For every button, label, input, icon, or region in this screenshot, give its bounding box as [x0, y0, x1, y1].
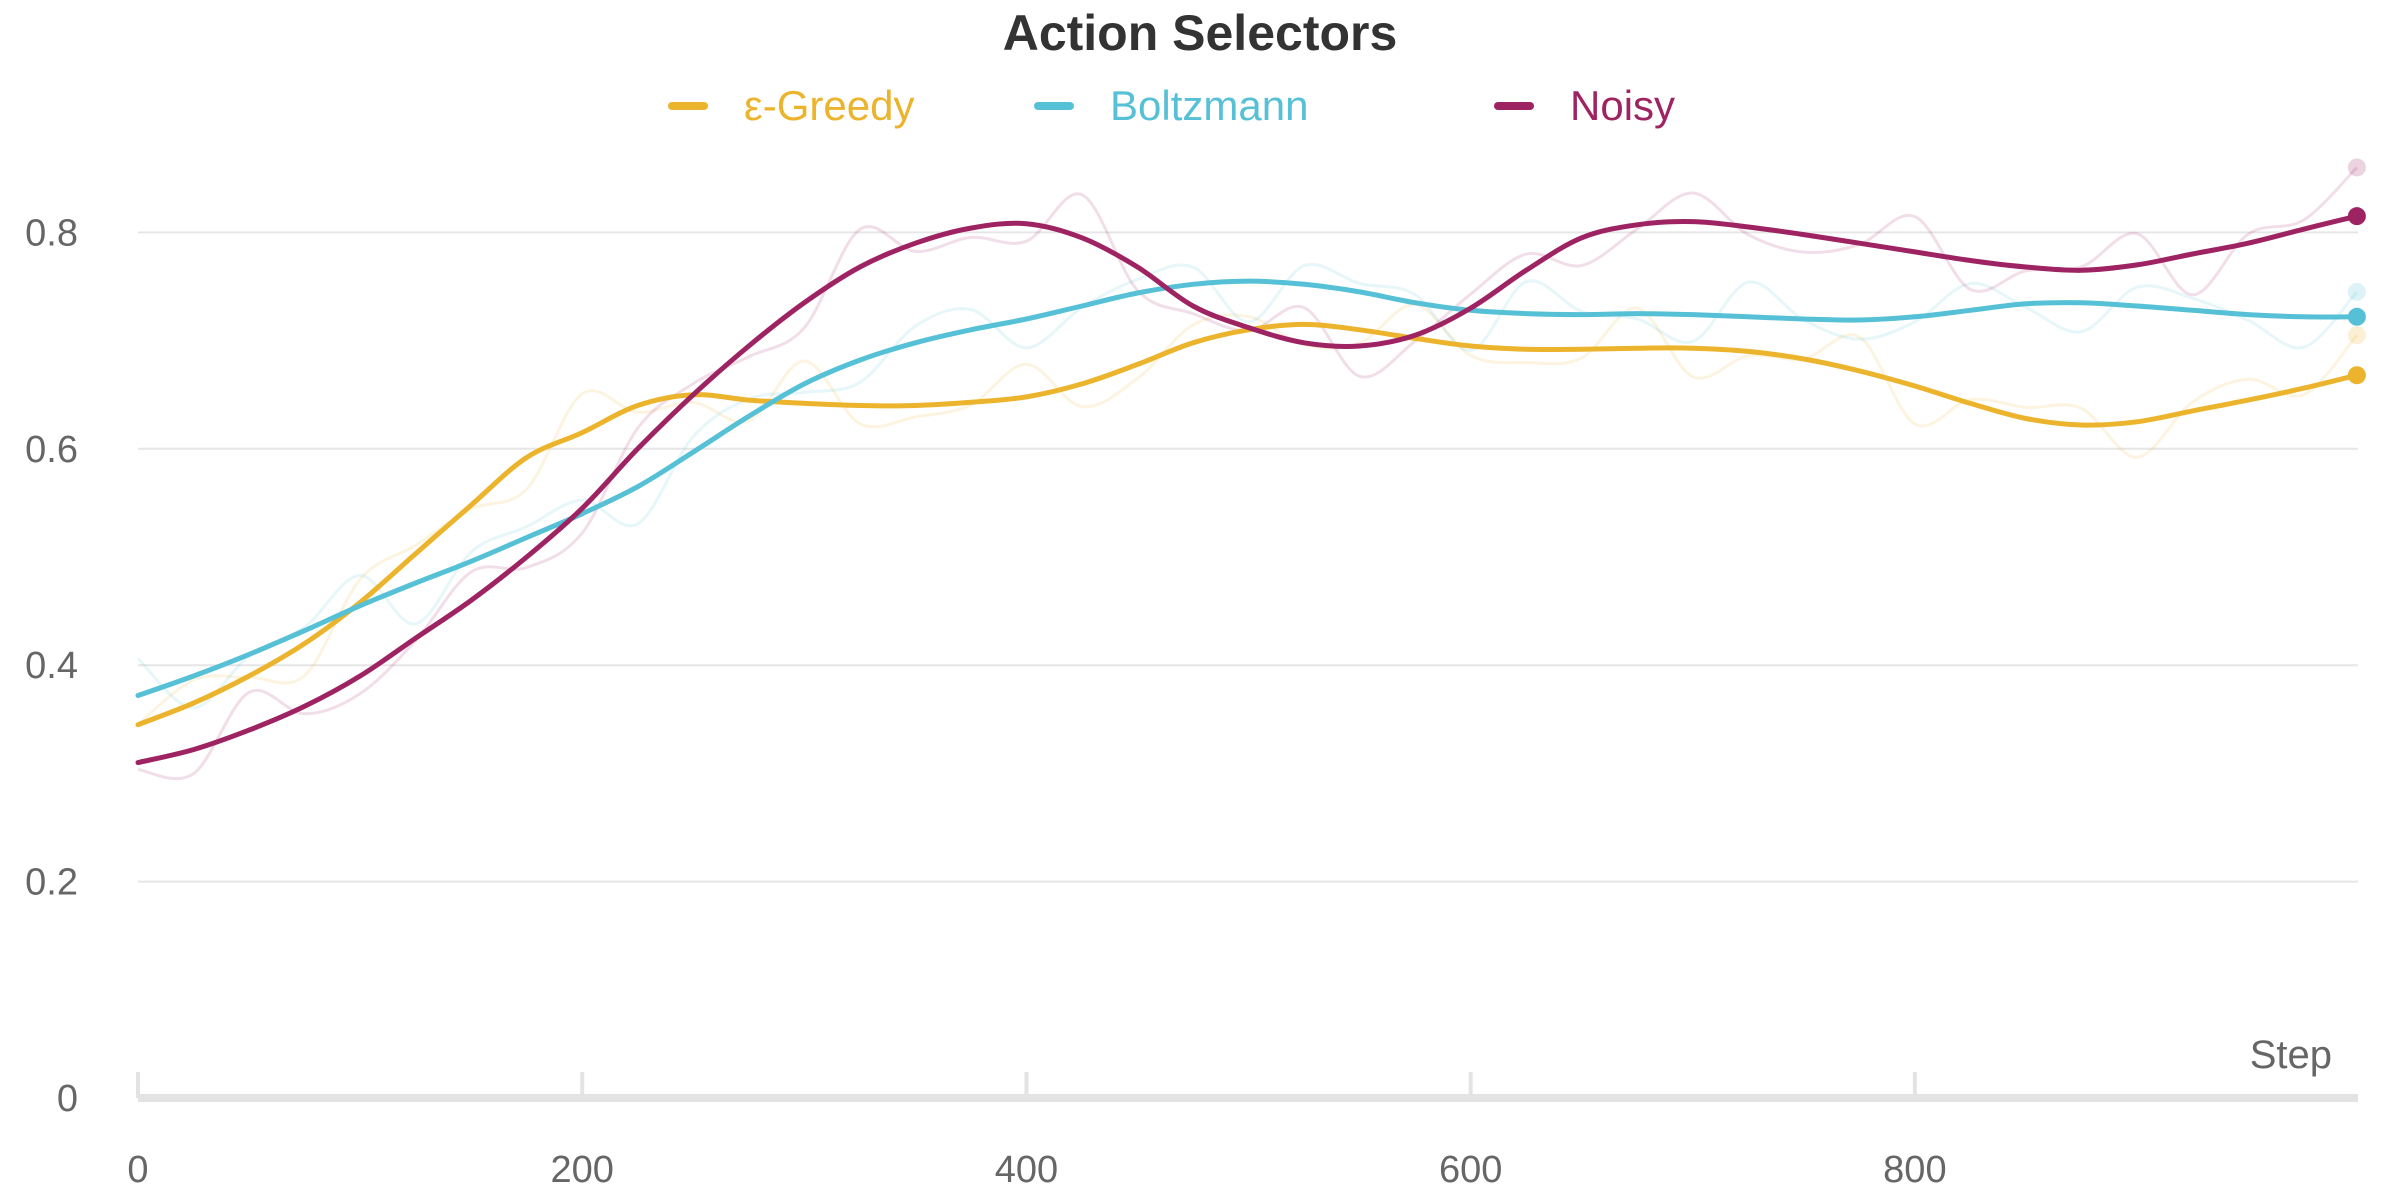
legend-label-epsilon-greedy: ε-Greedy	[744, 82, 915, 129]
legend-item-epsilon-greedy[interactable]: ε-Greedy	[668, 78, 914, 134]
legend-item-noisy[interactable]: Noisy	[1494, 78, 1675, 134]
raw-line-epsilon-greedy	[137, 303, 2359, 726]
end-marker-noisy	[2347, 207, 2366, 226]
x-tick-label-400: 400	[995, 1149, 1058, 1191]
legend-swatch-epsilon-greedy	[668, 102, 708, 110]
legend-swatch-boltzmann	[1034, 102, 1074, 110]
raw-series-lines	[136, 166, 2359, 780]
y-tick-label-0.8: 0.8	[25, 212, 78, 254]
series-lines	[135, 213, 2360, 766]
raw-end-marker-epsilon-greedy	[2347, 326, 2366, 345]
gridlines	[138, 231, 2358, 883]
x-axis-title: Step	[2250, 1033, 2332, 1077]
legend-label-boltzmann: Boltzmann	[1110, 82, 1309, 129]
x-tick-label-600: 600	[1439, 1149, 1502, 1191]
raw-end-marker-noisy	[2347, 158, 2366, 177]
x-axis	[136, 1072, 2358, 1102]
raw-line-noisy	[137, 166, 2358, 780]
chart-title: Action Selectors	[1002, 5, 1398, 61]
raw-end-marker-boltzmann	[2347, 282, 2366, 301]
y-tick-label-0.6: 0.6	[25, 429, 78, 471]
y-tick-label-0.2: 0.2	[25, 862, 78, 904]
legend-swatch-noisy	[1494, 102, 1534, 110]
end-marker-boltzmann	[2347, 307, 2366, 326]
x-tick-label-0: 0	[127, 1149, 148, 1191]
series-line-epsilon-greedy	[135, 321, 2360, 728]
x-tick-label-200: 200	[551, 1149, 614, 1191]
y-tick-label-0.4: 0.4	[25, 645, 78, 687]
legend-label-noisy: Noisy	[1570, 82, 1676, 129]
y-axis-tick-labels: 0 0.2 0.4 0.6 0.8	[25, 212, 78, 1120]
y-tick-label-0: 0	[57, 1078, 78, 1120]
x-tick-label-800: 800	[1883, 1149, 1946, 1191]
series-line-noisy	[135, 213, 2360, 766]
x-axis-tick-labels: 0 200 400 600 800	[127, 1149, 1946, 1191]
end-marker-epsilon-greedy	[2347, 366, 2366, 385]
legend-item-boltzmann[interactable]: Boltzmann	[1034, 78, 1308, 134]
raw-line-boltzmann	[136, 262, 2359, 710]
series-end-markers	[2347, 158, 2366, 385]
series-line-boltzmann	[135, 278, 2360, 698]
